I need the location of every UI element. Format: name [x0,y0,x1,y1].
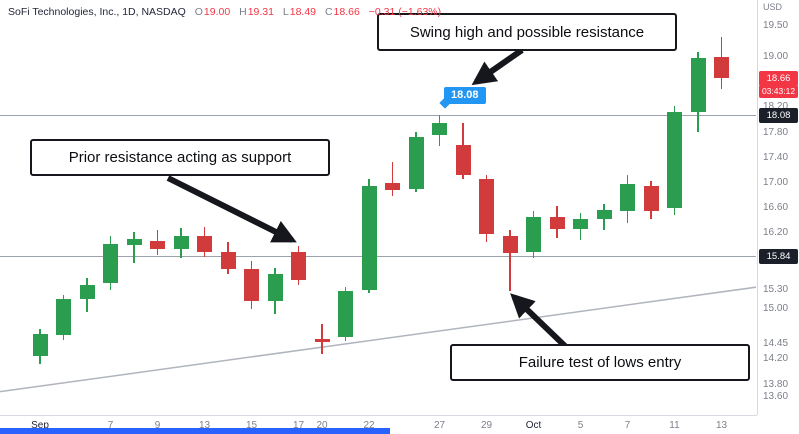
time-axis-label: 7 [624,420,631,431]
price-axis-label: 15.30 [763,284,789,296]
chart-canvas[interactable]: SoFi Technologies, Inc., 1D, NASDAQ O19.… [0,0,756,415]
callout-swing-high[interactable]: Swing high and possible resistance [377,13,677,51]
candle [314,338,330,343]
candle [385,182,400,191]
candle [244,269,259,301]
price-axis-label: 18.20 [763,101,789,113]
trendline-layer [0,286,756,393]
time-axis-label: 20 [316,420,328,431]
candle [150,240,165,249]
horizontal-level-line[interactable] [0,114,756,116]
level-price-badge: 15.84 [759,248,798,264]
candle [32,333,48,356]
candle [479,179,494,235]
price-axis-label: 17.00 [763,177,789,188]
price-axis-label: 19.00 [763,51,789,62]
price-axis-label: 13.60 [763,391,789,403]
price-axis-label: 14.20 [763,353,789,365]
low-value: 18.49 [289,6,317,18]
candle-wick [509,229,511,291]
open-label: O [194,6,203,18]
horizontal-level-line[interactable] [0,255,756,257]
last-price-badge: 18.66 [759,70,798,86]
candle [173,236,189,249]
candle [56,299,71,335]
candle [596,210,612,219]
candle [526,217,541,252]
callout-prior-resistance-text: Prior resistance acting as support [68,149,292,166]
close-value: 18.66 [333,6,360,18]
time-axis-label: 17 [292,420,305,431]
time-axis-label: 29 [480,420,493,431]
candle [432,122,447,136]
price-axis-label: 17.80 [763,126,789,138]
price-axis[interactable]: USD 19.50 19.00 18.20 17.80 17.40 17.00 16.60 1… [757,0,799,415]
candle [714,56,729,78]
symbol-legend[interactable]: SoFi Technologies, Inc., 1D, NASDAQ O19.… [8,6,441,18]
candle [690,57,706,112]
time-axis-label: 27 [433,420,446,431]
trendline[interactable] [0,286,756,393]
candle-wick [391,162,394,197]
price-label-tag-text: 18.08 [451,89,479,101]
callout-failure-test[interactable]: Failure test of lows entry [450,344,750,381]
time-axis-label: 22 [363,420,375,431]
candle [573,219,588,230]
time-axis-label: Oct [525,420,542,431]
callout-failure-test-text: Failure test of lows entry [518,354,682,371]
price-axis-label: 14.45 [763,337,789,349]
price-axis-label: 16.20 [763,227,789,239]
currency-label: USD [763,2,783,12]
price-axis-label: 16.60 [763,202,789,214]
candle [549,217,565,230]
price-label-tag[interactable]: 18.08 [439,87,486,109]
price-axis-label: 19.50 [763,19,789,31]
price-axis-label: 15.00 [763,303,789,314]
bottom-accent-bar [0,428,390,434]
time-axis-label: 9 [154,420,161,431]
candle [338,290,353,337]
time-axis-label: 5 [577,420,584,431]
candle [643,185,659,211]
time-axis-label: 13 [198,420,211,431]
candle [103,244,118,284]
low-label: L [282,6,289,18]
high-value: 19.31 [247,6,274,18]
candle [267,273,283,301]
callout-swing-high-text: Swing high and possible resistance [409,23,645,41]
candle [220,251,236,270]
level-price-badge: 18.08 [759,107,798,123]
open-value: 19.00 [203,6,231,18]
candle [361,185,377,290]
candle [408,137,424,189]
candle [291,251,306,281]
price-axis-label: 17.40 [763,151,789,163]
close-label: C [324,6,333,18]
high-label: H [239,6,247,18]
candle-wick [133,231,135,264]
price-axis-label: 13.80 [763,378,789,390]
candle [502,236,518,254]
time-axis-label: 13 [715,420,728,431]
candle [197,236,212,252]
symbol-title: SoFi Technologies, Inc., 1D, NASDAQ [8,6,186,18]
change-value: −0.31 (−1.63%) [368,6,442,18]
time-axis-label: 7 [107,420,114,431]
callout-prior-resistance[interactable]: Prior resistance acting as support [30,139,330,176]
bar-countdown-badge: 03:43:12 [759,84,798,98]
candle [620,183,635,211]
time-axis-label: Sep [31,420,49,431]
candle [126,239,142,246]
time-axis-label: 15 [245,420,258,431]
candle [667,111,682,208]
time-axis-label: 11 [669,420,680,431]
candle [79,284,95,300]
candle [455,144,471,175]
